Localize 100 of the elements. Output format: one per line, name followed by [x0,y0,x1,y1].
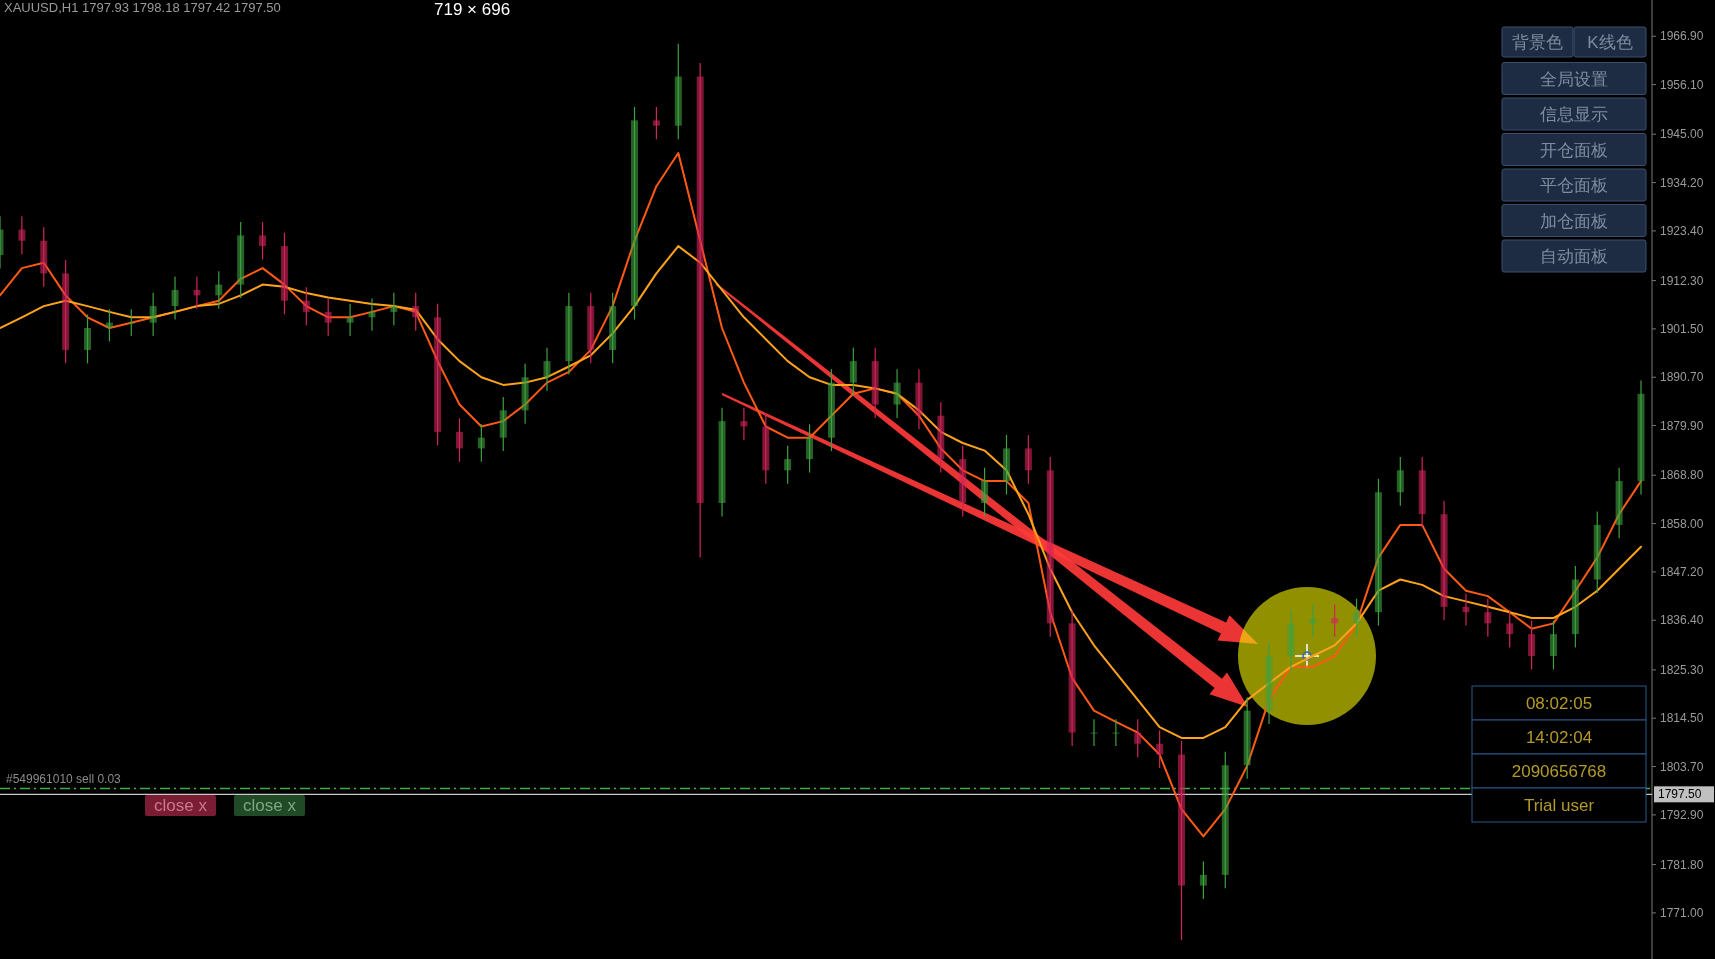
candlestick [477,423,485,463]
candlestick [84,313,92,364]
candlestick [981,467,989,518]
candlestick [1090,718,1098,747]
y-tick-label: 1803.70 [1660,759,1704,774]
candlestick [674,43,682,140]
candlestick [368,297,376,332]
candlestick [346,303,354,337]
candlestick [1024,434,1032,485]
candlestick [609,292,617,364]
annotation: 2090656768 [1511,762,1607,781]
chart-title: XAUUSD,H1 1797.93 1798.18 1797.42 1797.50 [4,0,281,15]
candlestick [215,270,223,310]
candlestick [631,106,639,321]
candlestick [1462,592,1470,627]
candlestick [259,221,267,261]
candlestick [1571,565,1579,649]
candlestick [521,363,529,425]
candlestick [1178,740,1186,941]
y-tick-label: 1890.70 [1660,370,1704,385]
candlestick [237,221,245,299]
y-tick-label: 1868.80 [1660,468,1704,483]
candlestick [1287,609,1295,671]
y-tick-label: 1901.50 [1660,321,1704,336]
y-tick-label: 1956.10 [1660,77,1704,92]
annotation: 加仓面板 [1540,211,1608,231]
annotation: 14:02:04 [1525,728,1593,747]
candlestick [1593,510,1601,594]
candlestick [455,417,463,463]
annotation: close x [154,796,208,815]
candlestick [696,62,704,559]
annotation: Trial user [1523,796,1595,815]
candlestick [1637,379,1645,496]
annotation: 自动面板 [1540,247,1608,266]
candlestick [302,286,310,326]
candlestick [1265,642,1273,725]
annotation: close x [243,796,297,815]
y-tick-label: 1792.90 [1660,807,1704,822]
y-tick-label: 1966.90 [1660,29,1704,44]
candlestick [105,308,113,343]
candlestick [1353,598,1361,638]
candlestick [543,347,551,392]
candlestick [1484,598,1492,638]
candlestick [1506,609,1514,649]
candlestick [149,292,157,337]
candlestick [565,292,573,376]
candlestick [499,396,507,452]
candlestick [1046,456,1054,638]
candlestick [827,368,835,452]
candlestick [1002,434,1010,496]
candlestick [1068,609,1076,747]
candlestick [193,275,201,310]
candlestick [806,423,814,474]
candlestick [40,226,48,288]
candlestick [18,215,26,255]
candlestick [1112,718,1120,747]
candlestick [959,445,967,518]
annotation: 信息显示 [1540,105,1608,124]
y-tick-label: 1847.20 [1660,564,1704,579]
candlestick [1528,620,1536,671]
annotation: 全局设置 [1540,69,1608,89]
y-tick-label: 1858.00 [1660,516,1704,531]
candlestick [1243,696,1251,780]
candlestick [1374,478,1382,627]
candlestick [1418,456,1426,529]
candlestick [412,292,420,332]
candlestick [1396,456,1404,507]
candlestick [652,106,660,140]
candlestick [1221,751,1229,889]
annotation: 平仓面板 [1540,176,1608,195]
candlestick [849,347,857,397]
y-tick-label: 1879.90 [1660,418,1704,433]
candlestick [1615,467,1623,539]
candlestick [1331,603,1339,638]
annotation: 背景色 [1512,33,1563,52]
candlestick [718,407,726,518]
candlestick [915,368,923,430]
annotation: 08:02:05 [1525,694,1593,713]
y-tick-label: 1912.30 [1660,273,1704,288]
y-tick-label: 1836.40 [1660,613,1704,628]
candlestick [784,445,792,485]
y-tick-label: 1934.20 [1660,175,1704,190]
annotation: 719 × 696 [434,0,511,19]
candlestick [1134,718,1142,758]
annotation: K线色 [1587,33,1633,52]
candlestick [280,232,288,315]
y-tick-label: 1771.00 [1660,905,1704,920]
y-tick-label: 1825.30 [1660,662,1704,677]
candlestick [1549,620,1557,671]
candlestick [324,297,332,337]
y-tick-label: 1923.40 [1660,223,1704,238]
candlestick [1440,500,1448,621]
ref-line-label: 1797.50 [1658,787,1702,802]
candlestick [587,292,595,364]
candlestick [893,368,901,419]
candlestick [1199,860,1207,900]
candlestick [762,412,770,485]
candlestick [171,275,179,321]
candlestick [740,407,748,441]
candlestick [1156,729,1164,769]
